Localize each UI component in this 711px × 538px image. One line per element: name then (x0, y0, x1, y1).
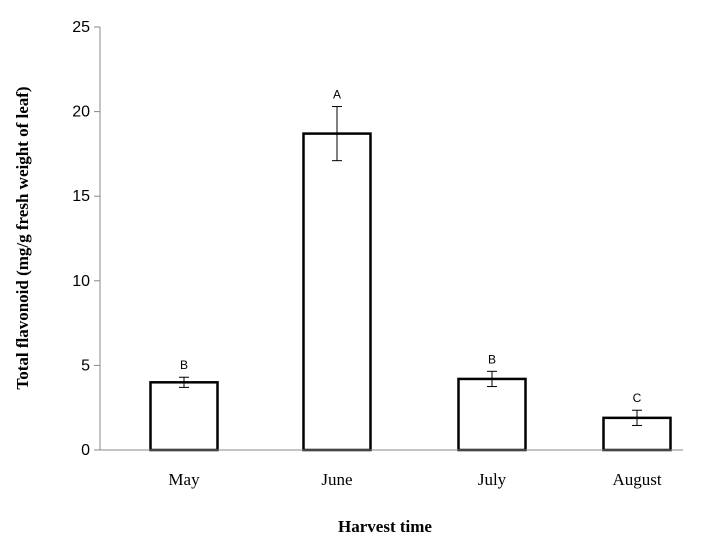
y-tick-label: 25 (72, 19, 90, 36)
y-tick-label: 20 (72, 104, 90, 121)
y-tick-label: 15 (72, 188, 90, 205)
y-tick-label: 5 (81, 357, 90, 374)
y-axis-title: Total flavonoid (mg/g fresh weight of le… (13, 86, 32, 389)
x-tick-label: July (478, 470, 507, 489)
y-tick-label: 10 (72, 273, 90, 290)
significance-letter: C (633, 391, 642, 405)
x-tick-label: May (168, 470, 200, 489)
significance-letter: A (333, 88, 341, 102)
bar (149, 381, 219, 452)
bar (302, 132, 372, 452)
x-axis-title: Harvest time (338, 517, 432, 536)
significance-letter: B (488, 352, 496, 366)
x-tick-label: June (321, 470, 352, 489)
x-tick-label: August (612, 470, 661, 489)
bar (457, 377, 527, 452)
significance-letter: B (180, 358, 188, 372)
y-tick-label: 0 (81, 442, 90, 459)
plot-area: 0 5 10 15 20 25 B May A June B July C August (72, 19, 683, 489)
